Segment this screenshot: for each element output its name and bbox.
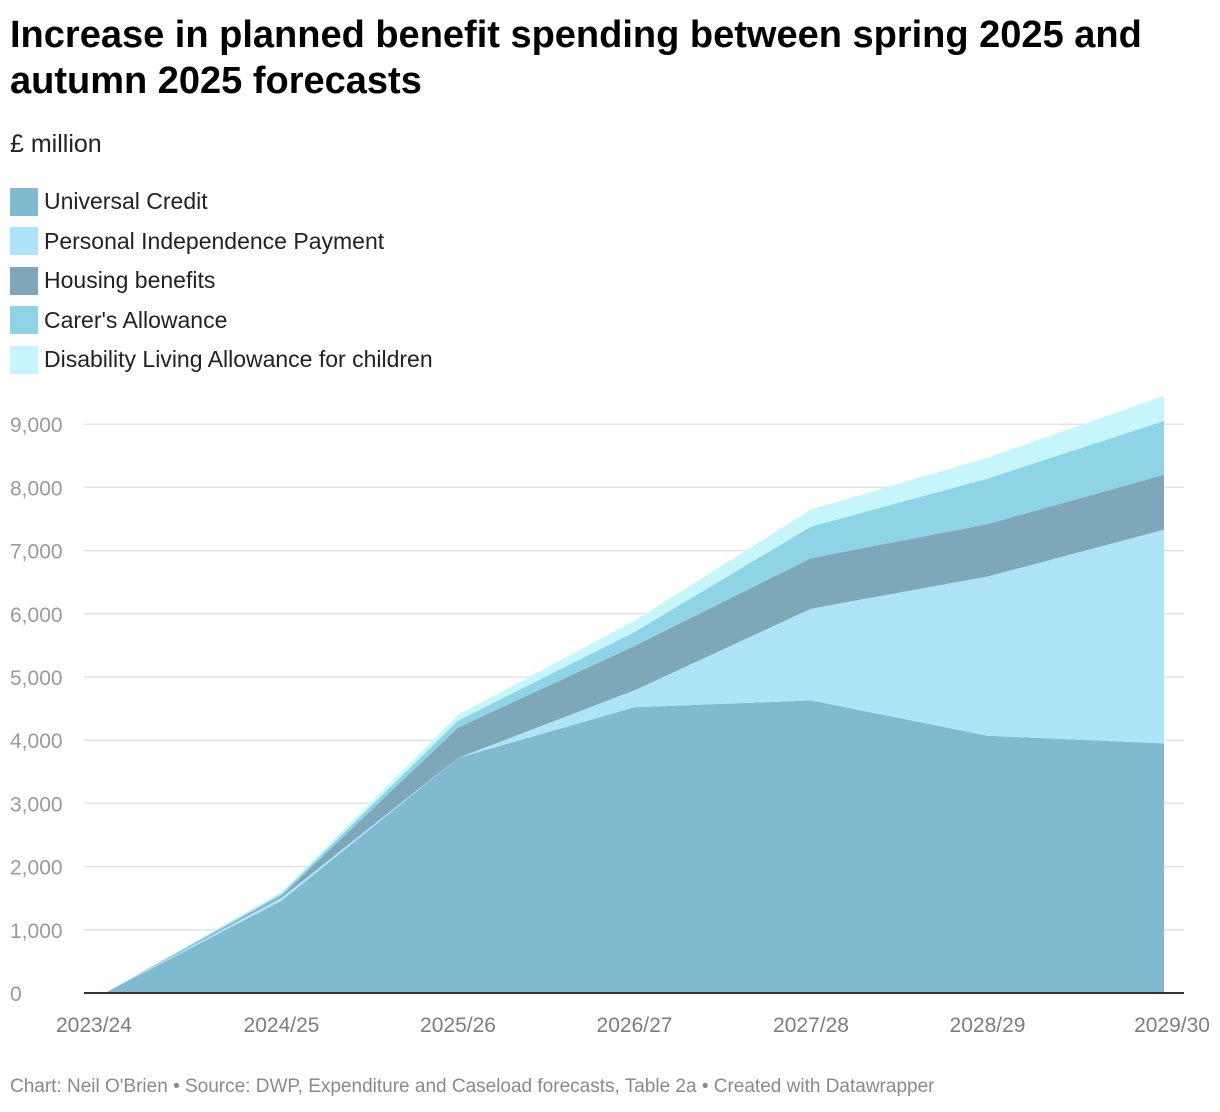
chart-footer: Chart: Neil O'Brien • Source: DWP, Expen… xyxy=(10,1076,935,1097)
legend-swatch xyxy=(10,187,38,216)
y-tick-label: 6,000 xyxy=(10,604,63,627)
legend-swatch xyxy=(10,266,38,295)
legend-label: Carer's Allowance xyxy=(44,306,228,333)
legend-item: Carer's Allowance xyxy=(10,301,433,341)
chart-title: Increase in planned benefit spending bet… xyxy=(10,14,1142,102)
legend-item: Personal Independence Payment xyxy=(10,222,433,262)
y-tick-label: 1,000 xyxy=(10,920,63,943)
y-tick-label: 0 xyxy=(10,983,22,1006)
legend-swatch xyxy=(10,227,38,256)
legend-label: Personal Independence Payment xyxy=(44,227,385,254)
x-tick-label: 2029/30 xyxy=(1134,1014,1210,1037)
y-tick-label: 2,000 xyxy=(10,857,63,880)
area-carer-s-allowance xyxy=(105,421,1164,993)
legend-swatch xyxy=(10,306,38,335)
area-universal-credit xyxy=(105,700,1164,993)
y-tick-label: 4,000 xyxy=(10,730,63,753)
legend: Universal Credit Personal Independence Pa… xyxy=(10,182,433,380)
area-chart: 0 1,000 2,000 3,000 4,000 5,000 6,000 7,000 8,00… xyxy=(10,395,1210,1037)
legend-item: Housing benefits xyxy=(10,261,433,301)
x-tick-label: 2026/27 xyxy=(597,1014,673,1037)
x-tick-label: 2028/29 xyxy=(950,1014,1026,1037)
x-tick-label: 2024/25 xyxy=(244,1014,320,1037)
legend-item: Universal Credit xyxy=(10,182,433,222)
area-disability-living-allowance-for-children xyxy=(105,395,1164,993)
legend-label: Housing benefits xyxy=(44,267,216,294)
y-tick-label: 8,000 xyxy=(10,477,63,500)
chart-subtitle: £ million xyxy=(10,130,102,158)
y-tick-label: 3,000 xyxy=(10,793,63,816)
x-tick-label: 2025/26 xyxy=(420,1014,496,1037)
legend-swatch xyxy=(10,345,38,374)
area-housing-benefits xyxy=(105,474,1164,993)
y-tick-label: 7,000 xyxy=(10,541,63,564)
x-tick-label: 2023/24 xyxy=(56,1014,132,1037)
legend-item: Disability Living Allowance for children xyxy=(10,340,433,380)
legend-label: Universal Credit xyxy=(44,188,208,215)
y-tick-label: 9,000 xyxy=(10,414,63,437)
legend-label: Disability Living Allowance for children xyxy=(44,346,433,373)
y-tick-label: 5,000 xyxy=(10,667,63,690)
area-personal-independence-payment xyxy=(105,529,1164,993)
x-tick-label: 2027/28 xyxy=(773,1014,849,1037)
